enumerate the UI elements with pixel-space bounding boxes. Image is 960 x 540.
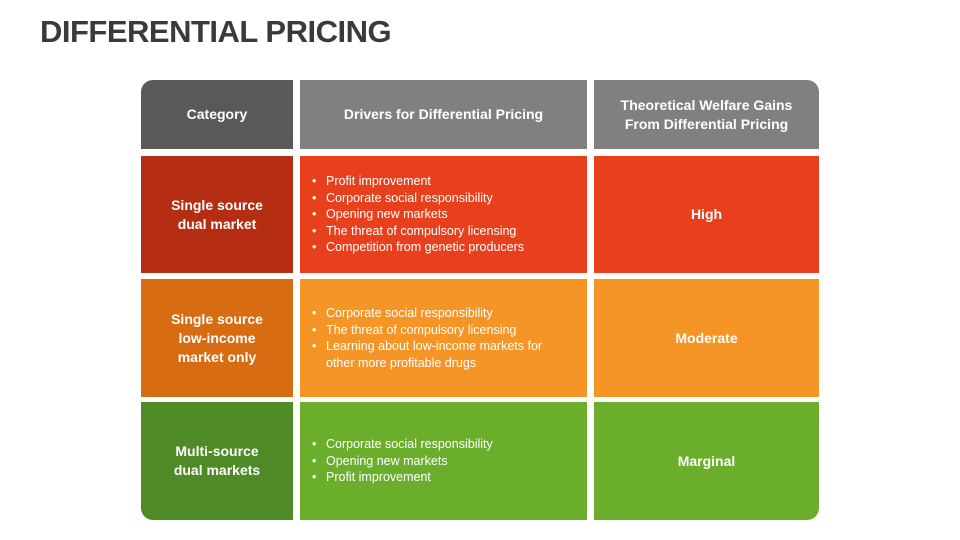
category-line: market only: [177, 348, 257, 365]
header-welfare-line2: From Differential Pricing: [624, 115, 789, 132]
welfare-label: Moderate: [675, 329, 738, 346]
category-line: low-income: [178, 329, 256, 346]
category-label: Single source low-income market only: [171, 310, 263, 367]
drivers-cell: Corporate social responsibility The thre…: [300, 279, 587, 397]
category-line: dual market: [177, 215, 257, 232]
driver-item: Corporate social responsibility: [312, 305, 557, 322]
welfare-label: Marginal: [677, 452, 736, 469]
welfare-cell: Marginal: [594, 402, 819, 520]
driver-item: Profit improvement: [312, 469, 493, 486]
drivers-list: Profit improvement Corporate social resp…: [312, 173, 524, 256]
driver-item: Competition from genetic producers: [312, 239, 524, 256]
welfare-cell: Moderate: [594, 279, 819, 397]
driver-item: The threat of compulsory licensing: [312, 223, 524, 240]
welfare-cell: High: [594, 156, 819, 273]
drivers-cell: Profit improvement Corporate social resp…: [300, 156, 587, 273]
header-welfare-label: Theoretical Welfare Gains From Different…: [621, 96, 793, 134]
category-label: Multi-source dual markets: [174, 442, 260, 480]
drivers-list: Corporate social responsibility Opening …: [312, 436, 493, 486]
category-label: Single source dual market: [171, 196, 263, 234]
category-cell: Single source dual market: [141, 156, 293, 273]
driver-item: Learning about low-income markets for ot…: [312, 338, 557, 371]
header-welfare: Theoretical Welfare Gains From Different…: [594, 80, 819, 149]
header-category-label: Category: [186, 106, 248, 122]
header-welfare-line1: Theoretical Welfare Gains: [620, 96, 793, 113]
driver-item: The threat of compulsory licensing: [312, 322, 557, 339]
driver-item: Corporate social responsibility: [312, 436, 493, 453]
category-line: Single source: [171, 196, 263, 213]
category-line: Single source: [171, 310, 263, 327]
page-title: DIFFERENTIAL PRICING: [40, 14, 392, 49]
category-cell: Single source low-income market only: [141, 279, 293, 397]
pricing-table: Category Drivers for Differential Pricin…: [141, 80, 819, 520]
header-category: Category: [141, 80, 293, 149]
category-line: Multi-source: [175, 443, 259, 459]
drivers-list: Corporate social responsibility The thre…: [312, 305, 557, 371]
category-cell: Multi-source dual markets: [141, 402, 293, 520]
driver-item: Profit improvement: [312, 173, 524, 190]
driver-item: Corporate social responsibility: [312, 190, 524, 207]
welfare-label: High: [690, 206, 723, 222]
drivers-cell: Corporate social responsibility Opening …: [300, 402, 587, 520]
driver-item: Opening new markets: [312, 206, 524, 223]
header-drivers: Drivers for Differential Pricing: [300, 80, 587, 149]
category-line: dual markets: [173, 462, 261, 478]
header-drivers-label: Drivers for Differential Pricing: [343, 106, 544, 122]
driver-item: Opening new markets: [312, 453, 493, 470]
